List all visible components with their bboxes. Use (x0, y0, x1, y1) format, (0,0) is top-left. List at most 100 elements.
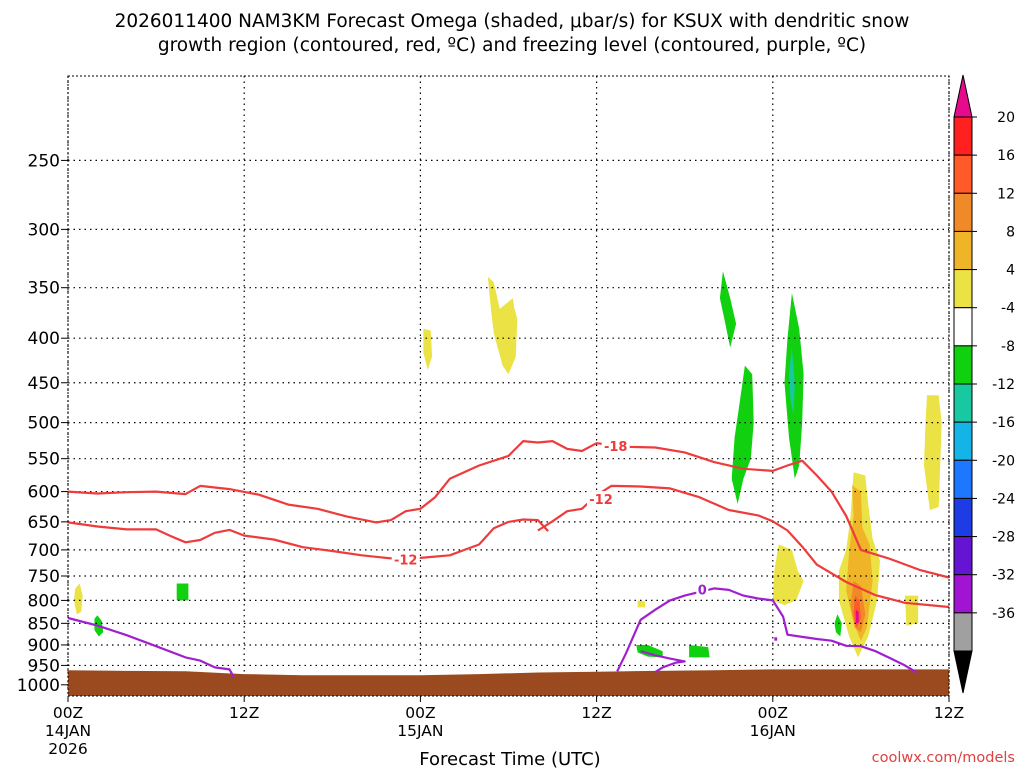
y-tick-label: 650 (28, 513, 60, 533)
x-tick-label: 00Z (405, 704, 435, 722)
y-tick-label: 500 (28, 414, 60, 434)
colorbar-label: -32 (992, 568, 1015, 584)
isotherm-label-bg (587, 491, 616, 508)
omega-region (423, 328, 433, 370)
x-tick-label: 00Z (53, 704, 83, 722)
x-tick-date: 15JAN (397, 722, 443, 740)
omega-region (731, 365, 754, 504)
omega-region (636, 645, 663, 658)
colorbar-label: -12 (992, 377, 1015, 393)
isotherm-label-bg (391, 551, 420, 568)
y-tick-label: 350 (28, 279, 60, 299)
plot-frame (67, 75, 950, 697)
y-tick-label: 950 (28, 656, 60, 676)
omega-region (637, 600, 646, 608)
isotherm-line (616, 587, 918, 674)
colorbar-label: -36 (992, 606, 1015, 622)
colorbar-swatch (953, 574, 973, 614)
y-tick-label: 450 (28, 374, 60, 394)
omega-region (924, 395, 942, 510)
isotherm-label: -12 (589, 493, 613, 508)
colorbar-swatch (953, 192, 973, 232)
colorbar-label: 20 (997, 110, 1015, 126)
omega-region (855, 609, 859, 624)
colorbar-label: 4 (1006, 263, 1015, 279)
x-tick-date: 14JAN (45, 722, 91, 740)
colorbar-swatch (953, 459, 973, 499)
colorbar-label: -28 (992, 530, 1015, 546)
colorbar-label: 8 (1006, 224, 1015, 240)
x-tick-label: 00Z (758, 704, 788, 722)
isotherm-line (67, 440, 950, 579)
colorbar-label: -20 (992, 453, 1015, 469)
colorbar-label: -4 (1001, 301, 1015, 317)
colorbar-swatch (953, 116, 973, 156)
colorbar-label: -8 (1001, 339, 1015, 355)
y-tick-label: 850 (28, 614, 60, 634)
x-tick-date: 16JAN (750, 722, 796, 740)
y-tick-label: 550 (28, 450, 60, 470)
x-tick-label: 12Z (229, 704, 259, 722)
isotherm-label-bg (696, 581, 709, 598)
colorbar-label: -24 (992, 491, 1015, 507)
colorbar: 20 16 12 8 4 -4 -8 -12 -16 -20 -24 -28 -32 -36 (953, 74, 1015, 694)
y-tick-label: 300 (28, 220, 60, 240)
omega-region (487, 276, 518, 375)
colorbar-swatch (953, 612, 973, 652)
omega-region (689, 645, 710, 658)
x-tick-label: 12Z (934, 704, 964, 722)
colorbar-top-arrow (953, 74, 973, 118)
ground-surface (68, 669, 949, 696)
omega-region (176, 583, 189, 601)
omega-region (772, 544, 804, 606)
x-axis-title: Forecast Time (UTC) (419, 749, 600, 768)
y-tick-label: 600 (28, 483, 60, 503)
isotherm-label: -12 (394, 553, 418, 568)
isotherm-layer: -18 -12 -12 0 (67, 438, 950, 678)
y-tick-label: 900 (28, 636, 60, 656)
x-tick-label: 12Z (581, 704, 611, 722)
colorbar-label: -16 (992, 415, 1015, 431)
y-tick-label: 250 (28, 151, 60, 171)
y-tick-label: 400 (28, 329, 60, 349)
colorbar-swatch (953, 269, 973, 309)
colorbar-label: 16 (997, 148, 1015, 164)
isotherm-line (67, 616, 235, 678)
chart-title-line1: 2026011400 NAM3KM Forecast Omega (shaded… (115, 11, 910, 32)
colorbar-swatch (953, 230, 973, 271)
colorbar-swatch (953, 383, 973, 423)
colorbar-swatch (953, 345, 973, 385)
omega-shading-layer (73, 271, 942, 658)
y-tick-label: 1000 (17, 676, 60, 696)
chart-title-line2: growth region (contoured, red, ºC) and f… (158, 35, 866, 56)
isotherm-line (67, 518, 549, 560)
credit-text: coolwx.com/models (872, 750, 1015, 766)
isotherm-label: 0 (698, 583, 707, 598)
y-tick-label: 700 (28, 541, 60, 561)
omega-region (789, 347, 795, 415)
isotherm-line (537, 484, 950, 609)
y-axis: 2503003504004505005506006507007508008509… (17, 151, 68, 696)
isotherm-label-bg (601, 438, 630, 455)
ground-layer (68, 669, 949, 696)
colorbar-swatch (953, 497, 973, 538)
y-tick-label: 800 (28, 591, 60, 611)
omega-region (73, 583, 83, 615)
colorbar-swatch (953, 536, 973, 576)
y-tick-label: 750 (28, 567, 60, 587)
isotherm-line (640, 650, 686, 674)
colorbar-label: 12 (997, 186, 1015, 202)
omega-region (719, 271, 737, 348)
omega-region (834, 614, 842, 637)
colorbar-swatch (953, 421, 973, 461)
x-tick-year: 2026 (48, 740, 87, 758)
colorbar-swatch (953, 154, 973, 194)
plot-area: -18 -12 -12 0 (67, 75, 950, 697)
isotherm-label: -18 (604, 440, 628, 455)
gridlines (67, 76, 950, 696)
omega-region (774, 637, 778, 641)
colorbar-bottom-arrow (953, 650, 973, 694)
colorbar-swatch (953, 307, 973, 347)
